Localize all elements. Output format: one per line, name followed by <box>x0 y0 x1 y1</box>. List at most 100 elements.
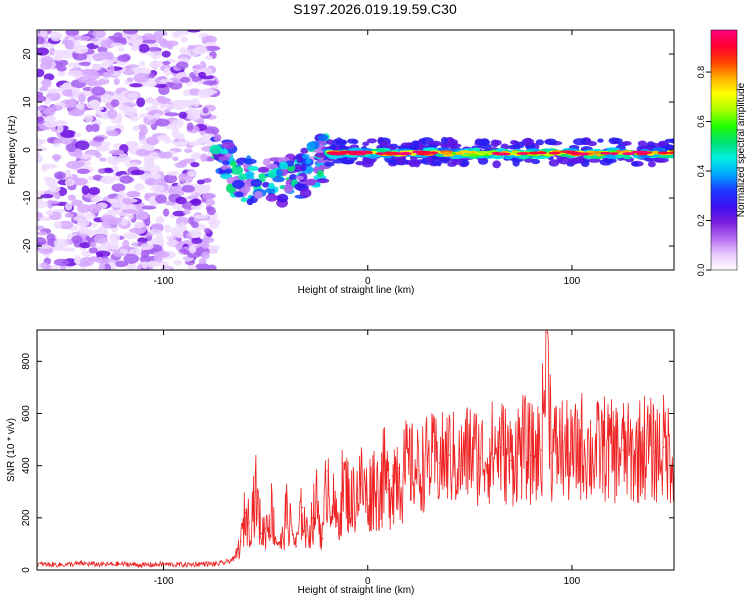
noise-blob <box>100 176 116 185</box>
transition-blob <box>317 139 327 146</box>
noise-blob <box>95 145 111 152</box>
noise-blob <box>139 113 148 119</box>
noise-blob <box>100 93 113 104</box>
noise-blob <box>66 70 83 77</box>
transition-blob <box>316 178 330 184</box>
band-peak <box>610 152 619 155</box>
noise-blob <box>137 237 148 244</box>
noise-blob <box>209 221 219 230</box>
noise-blob <box>139 243 154 251</box>
transition-blob <box>253 190 263 199</box>
noise-blob <box>103 51 111 60</box>
snr-point <box>336 525 338 527</box>
noise-blob <box>74 132 82 138</box>
transition-blob <box>221 141 235 149</box>
snr-point <box>391 475 393 477</box>
spectrogram-x-tick-label: 0 <box>365 276 371 287</box>
noise-blob <box>198 71 207 78</box>
noise-blob <box>61 247 76 252</box>
noise-blob <box>68 110 85 117</box>
snr-point <box>642 444 644 446</box>
band-halo <box>521 138 535 146</box>
noise-blob <box>37 231 48 236</box>
band-body <box>368 154 377 159</box>
snr-point <box>632 457 634 459</box>
noise-blob <box>76 103 85 110</box>
noise-blob <box>74 255 81 265</box>
noise-blob <box>164 137 171 144</box>
noise-blob <box>37 147 48 152</box>
snr-point <box>418 470 420 472</box>
band-halo <box>610 137 623 144</box>
noise-blob <box>72 40 81 51</box>
snr-point <box>234 557 236 559</box>
noise-blob <box>46 88 60 94</box>
snr-point <box>265 527 267 529</box>
noise-blob <box>41 163 58 169</box>
noise-blob <box>123 253 140 264</box>
colorbar-tick-label: 0.8 <box>696 66 706 79</box>
noise-blob <box>59 129 76 138</box>
noise-blob <box>126 191 140 198</box>
band-halo <box>395 157 406 165</box>
noise-blob <box>37 236 47 246</box>
noise-blob <box>117 190 127 201</box>
noise-blob <box>43 107 56 116</box>
transition-blob <box>219 148 229 155</box>
noise-blob <box>186 30 201 33</box>
noise-blob <box>191 237 203 244</box>
band-peak <box>375 152 385 156</box>
snr-point <box>285 512 287 514</box>
noise-blob <box>37 142 43 148</box>
noise-blob <box>127 141 139 149</box>
noise-blob <box>111 202 123 208</box>
noise-blob <box>158 151 166 159</box>
noise-blob <box>194 214 208 219</box>
noise-blob <box>154 118 170 127</box>
noise-blob <box>167 42 174 50</box>
noise-blob <box>64 178 76 187</box>
snr-point <box>350 501 353 503</box>
band-halo <box>535 139 544 146</box>
snr-point <box>214 563 216 565</box>
noise-blob <box>132 125 140 132</box>
noise-blob <box>167 170 179 176</box>
noise-blob <box>187 113 201 121</box>
band-core <box>461 153 470 157</box>
noise-blob <box>132 66 143 74</box>
snr-point <box>254 491 257 493</box>
noise-blob <box>53 50 69 56</box>
noise-blob <box>85 212 96 220</box>
noise-blob <box>155 234 164 243</box>
snr-point <box>248 522 250 524</box>
noise-blob <box>183 209 191 215</box>
noise-blob <box>101 141 112 147</box>
noise-blob <box>151 98 159 109</box>
noise-blob <box>39 30 48 38</box>
band-peak <box>326 151 339 155</box>
transition-blob <box>264 187 276 194</box>
noise-blob <box>180 76 191 83</box>
snr-point <box>332 504 334 506</box>
snr-point <box>260 532 263 535</box>
noise-blob <box>98 263 106 270</box>
noise-blob <box>126 262 136 270</box>
noise-blob <box>122 239 130 250</box>
noise-blob <box>149 228 163 236</box>
noise-blob <box>129 115 140 122</box>
noise-blob <box>118 152 128 162</box>
noise-blob <box>166 239 179 247</box>
transition-blob <box>213 134 222 142</box>
noise-blob <box>181 184 195 193</box>
snr-point <box>60 564 63 566</box>
noise-blob <box>71 235 83 244</box>
transition-blob <box>224 168 233 174</box>
colorbar-label: Normalized spectral amplitude <box>736 82 747 217</box>
noise-blob <box>186 106 197 116</box>
noise-blob <box>149 152 160 160</box>
transition-blob <box>265 193 278 202</box>
noise-blob <box>200 153 208 162</box>
snr-point <box>428 459 430 462</box>
noise-blob <box>37 225 45 231</box>
